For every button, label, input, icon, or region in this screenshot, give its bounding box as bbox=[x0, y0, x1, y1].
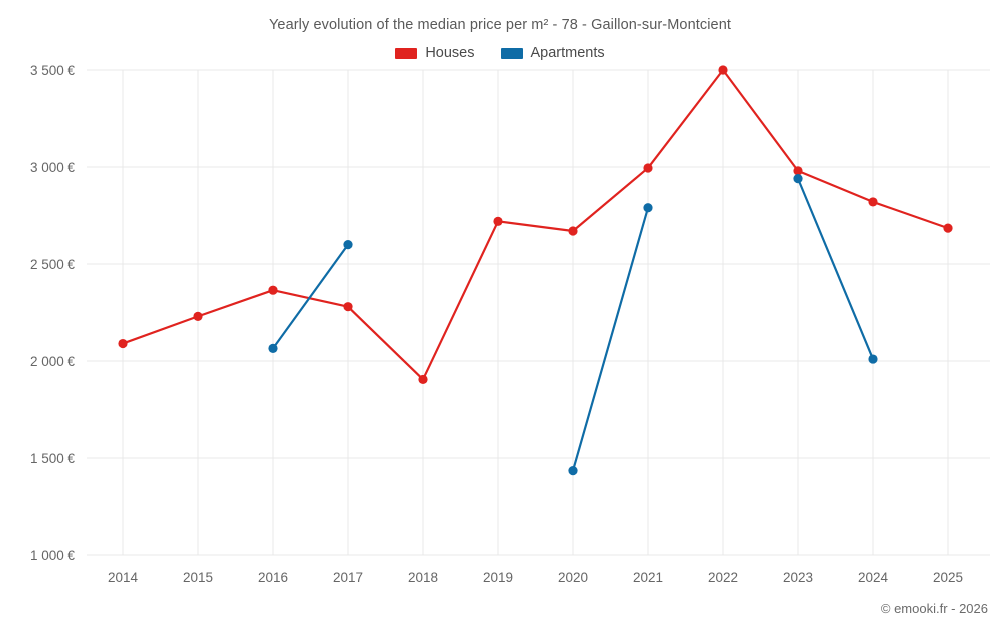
data-point[interactable] bbox=[343, 302, 353, 312]
x-axis-tick-label: 2022 bbox=[708, 570, 738, 585]
data-point[interactable] bbox=[793, 166, 803, 176]
series-line bbox=[571, 206, 650, 472]
y-axis-tick-label: 3 000 € bbox=[30, 160, 76, 175]
data-point[interactable] bbox=[418, 374, 428, 385]
series-lines bbox=[121, 68, 950, 472]
data-point[interactable] bbox=[868, 354, 878, 364]
x-axis-tick-label: 2016 bbox=[258, 570, 288, 585]
x-axis-tick-label: 2020 bbox=[558, 570, 588, 585]
x-axis-tick-labels: 2014 2015 2016 2017 2018 2019 2020 2021 2022 2023… bbox=[108, 570, 963, 585]
legend-swatch-apartments bbox=[500, 47, 523, 59]
data-point[interactable] bbox=[268, 285, 278, 295]
series-line bbox=[271, 243, 350, 350]
chart-legend: Houses Apartments bbox=[0, 45, 1000, 61]
x-axis-tick-label: 2017 bbox=[333, 570, 363, 585]
data-point[interactable] bbox=[193, 311, 203, 321]
x-axis-tick-label: 2025 bbox=[933, 570, 963, 585]
legend-item-apartments[interactable]: Apartments bbox=[500, 45, 605, 61]
data-point[interactable] bbox=[343, 240, 353, 250]
legend-label-apartments: Apartments bbox=[530, 45, 605, 61]
x-axis-tick-label: 2019 bbox=[483, 570, 513, 585]
data-point[interactable] bbox=[268, 343, 278, 353]
x-gridlines bbox=[122, 70, 949, 555]
y-axis-tick-labels: 1 000 € 1 500 € 2 000 € 2 500 € 3 000 € 3 500… bbox=[30, 63, 76, 563]
y-axis-tick-label: 3 500 € bbox=[30, 63, 76, 78]
x-axis-tick-label: 2018 bbox=[408, 570, 438, 585]
series-points bbox=[118, 65, 953, 476]
data-point[interactable] bbox=[493, 216, 503, 226]
data-point[interactable] bbox=[718, 65, 728, 75]
y-axis-tick-label: 1 500 € bbox=[30, 451, 76, 466]
data-point[interactable] bbox=[568, 466, 578, 476]
series-line bbox=[796, 177, 875, 361]
data-point[interactable] bbox=[568, 226, 578, 236]
data-point[interactable] bbox=[643, 163, 653, 173]
y-axis-tick-label: 2 000 € bbox=[30, 354, 76, 369]
y-axis-tick-label: 1 000 € bbox=[30, 548, 76, 563]
copyright-credit: © emooki.fr - 2026 bbox=[880, 601, 988, 616]
data-point[interactable] bbox=[118, 338, 128, 349]
x-axis-tick-label: 2021 bbox=[633, 570, 663, 585]
legend-swatch-houses bbox=[395, 47, 418, 59]
x-axis-tick-label: 2015 bbox=[183, 570, 213, 585]
data-point[interactable] bbox=[943, 223, 953, 233]
x-axis-tick-label: 2023 bbox=[783, 570, 813, 585]
legend-item-houses[interactable]: Houses bbox=[395, 45, 475, 61]
data-point[interactable] bbox=[868, 197, 878, 207]
data-point[interactable] bbox=[643, 203, 653, 213]
data-point[interactable] bbox=[793, 174, 803, 184]
chart-title: Yearly evolution of the median price per… bbox=[268, 17, 731, 33]
x-axis-tick-label: 2024 bbox=[858, 570, 889, 585]
legend-label-houses: Houses bbox=[425, 45, 475, 61]
x-axis-tick-label: 2014 bbox=[108, 570, 139, 585]
y-axis-tick-label: 2 500 € bbox=[30, 257, 76, 272]
y-gridlines bbox=[87, 69, 990, 556]
series-line bbox=[121, 68, 950, 381]
